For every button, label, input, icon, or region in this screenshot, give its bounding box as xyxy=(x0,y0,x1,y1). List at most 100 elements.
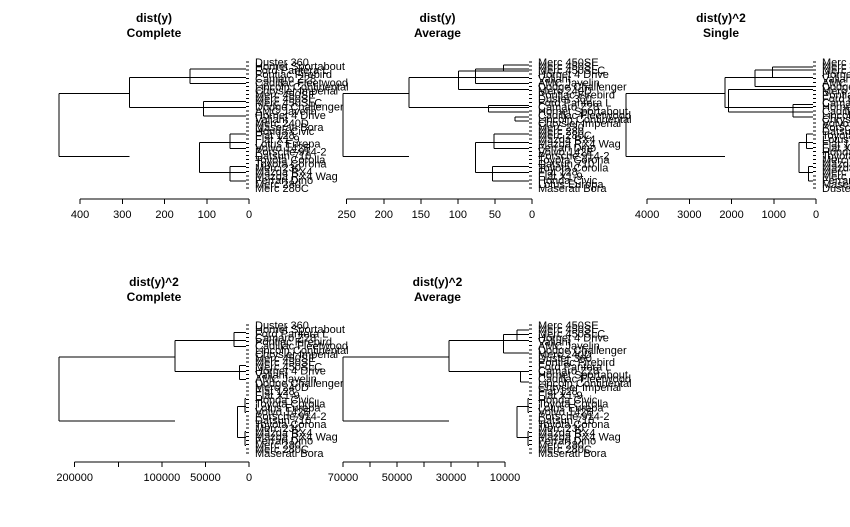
leaf-label: Valiant xyxy=(822,73,850,85)
leaf-label: Toyota Corolla xyxy=(255,398,326,410)
x-tick-label: 0 xyxy=(246,209,252,221)
leaf-label: Lincoln Continental xyxy=(538,114,632,126)
leaf-label: Valiant xyxy=(538,337,571,349)
leaf-label: Fiat 128 xyxy=(538,386,578,398)
leaf-label: Hornet Sportabout xyxy=(538,370,628,382)
leaf-label: Lotus Europa xyxy=(538,403,604,415)
leaf-label: Toyota Corona xyxy=(538,419,610,431)
x-tick-label: 100000 xyxy=(143,472,180,484)
x-tick-label: 200 xyxy=(155,209,173,221)
x-tick-label: 0 xyxy=(246,472,252,484)
leaf-label: Porsche 914-2 xyxy=(538,411,610,423)
x-tick-label: 1000 xyxy=(762,209,786,221)
leaf-label: Mazda RX4 xyxy=(538,427,595,439)
leaf-label: Merc 240D xyxy=(538,349,592,361)
leaf-label: Camaro Z28 xyxy=(255,332,316,344)
leaf-label: Volvo 142E xyxy=(255,407,311,419)
leaf-label: Valiant xyxy=(255,114,288,126)
leaf-label: Porsche 914-2 xyxy=(255,146,327,158)
leaf-label: Ford Pantera L xyxy=(538,361,611,373)
leaf-label: Ferrari Dino xyxy=(538,142,596,154)
leaf-label: AMC Javelin xyxy=(255,106,317,118)
leaf-label: Dodge Challenger xyxy=(822,81,850,93)
leaf-label: Merc 450SLC xyxy=(255,98,322,110)
leaf-label: Mazda RX4 Wag xyxy=(822,163,850,175)
leaf-label: Hornet Sportabout xyxy=(255,324,345,336)
leaf-label: Chrysler Imperial xyxy=(538,382,621,394)
x-tick-label: 400 xyxy=(71,209,89,221)
leaf-label: Valiant xyxy=(538,73,571,85)
leaf-label: Fiat X1-9 xyxy=(255,134,300,146)
panel-title: dist(y) xyxy=(136,11,172,25)
leaf-label: Honda Civic xyxy=(538,175,598,187)
leaf-label: Merc 450SLC xyxy=(822,65,850,77)
leaf-label: Merc 230 xyxy=(255,163,301,175)
leaf-label: Toyota Corona xyxy=(255,159,327,171)
leaf-label: Merc 240D xyxy=(255,118,309,130)
leaf-label: Merc 280 xyxy=(255,179,301,191)
leaf-label: Merc 450SLC xyxy=(538,328,605,340)
leaf-label: Volvo 142E xyxy=(538,407,594,419)
x-tick-label: 30000 xyxy=(436,472,467,484)
leaf-label: Merc 450SL xyxy=(538,324,597,336)
leaf-label: Chrysler Imperial xyxy=(538,118,621,130)
leaf-label: Hornet 4 Drive xyxy=(255,365,326,377)
leaf-label: Fiat 128 xyxy=(822,138,850,150)
leaf-label: Maserati Bora xyxy=(538,183,607,195)
leaf-label: Maserati Bora xyxy=(538,448,607,460)
leaf-label: Fiat X1-9 xyxy=(538,390,583,402)
x-tick-label: 50000 xyxy=(190,472,221,484)
panel-subtitle: Complete xyxy=(127,290,182,304)
leaf-label: Porsche 914-2 xyxy=(822,122,850,134)
leaf-label: Toyota Corolla xyxy=(538,398,609,410)
leaf-label: Camaro Z28 xyxy=(538,365,599,377)
leaf-label: Merc 280C xyxy=(822,171,850,183)
leaf-label: Lotus Europa xyxy=(255,138,321,150)
leaf-label: Merc 280C xyxy=(255,444,309,456)
leaf-label: Lotus Europa xyxy=(822,134,850,146)
leaf-label: Ford Pantera L xyxy=(538,98,611,110)
leaf-label: Hornet 4 Drive xyxy=(255,110,326,122)
x-tick-label: 70000 xyxy=(328,472,359,484)
x-tick-label: 50 xyxy=(489,209,501,221)
leaf-label: Toyota Corolla xyxy=(255,155,326,167)
leaf-label: Ford Pantera L xyxy=(255,65,328,77)
leaf-label: Mazda RX4 Wag xyxy=(255,431,338,443)
leaf-label: Duster 360 xyxy=(255,57,309,69)
leaf-label: Merc 280 xyxy=(822,167,850,179)
leaf-label: Ford Pantera L xyxy=(822,94,850,106)
leaf-label: Duster 360 xyxy=(255,320,309,332)
leaf-label: Volvo 142E xyxy=(822,118,850,130)
leaf-label: Ford Pantera L xyxy=(255,328,328,340)
leaf-label: Cadillac Fleetwood xyxy=(538,374,631,386)
leaf-label: Mazda RX4 xyxy=(538,134,595,146)
leaf-label: Duster 360 xyxy=(538,94,592,106)
x-tick-label: 200 xyxy=(375,209,393,221)
leaf-label: Pontiac Firebird xyxy=(822,90,850,102)
x-tick-label: 0 xyxy=(529,209,535,221)
leaf-label: Honda Civic xyxy=(538,394,598,406)
leaf-label: Mazda RX4 xyxy=(255,427,312,439)
leaf-label: Mazda RX4 Wag xyxy=(538,138,621,150)
leaf-label: Datsun 710 xyxy=(255,415,311,427)
leaf-label: Ferrari Dino xyxy=(538,436,596,448)
x-tick-label: 50000 xyxy=(382,472,413,484)
leaf-label: Merc 240D xyxy=(822,85,850,97)
leaf-label: Merc 450SE xyxy=(538,320,599,332)
leaf-label: Merc 230 xyxy=(255,423,301,435)
leaf-label: Lincoln Continental xyxy=(255,81,349,93)
panel-subtitle: Complete xyxy=(127,26,182,40)
leaf-label: Volvo 142E xyxy=(538,146,594,158)
leaf-label: Mazda RX4 Wag xyxy=(538,431,621,443)
leaf-label: Hornet Sportabout xyxy=(255,61,345,73)
leaf-label: Pontiac Firebird xyxy=(538,90,615,102)
leaf-label: Toyota Corolla xyxy=(822,130,850,142)
leaf-label: Merc 280C xyxy=(538,130,592,142)
leaf-label: Merc 280 xyxy=(255,440,301,452)
leaf-label: Duster 360 xyxy=(538,353,592,365)
leaf-label: Camaro Z28 xyxy=(538,102,599,114)
leaf-label: Datsun 710 xyxy=(538,415,594,427)
